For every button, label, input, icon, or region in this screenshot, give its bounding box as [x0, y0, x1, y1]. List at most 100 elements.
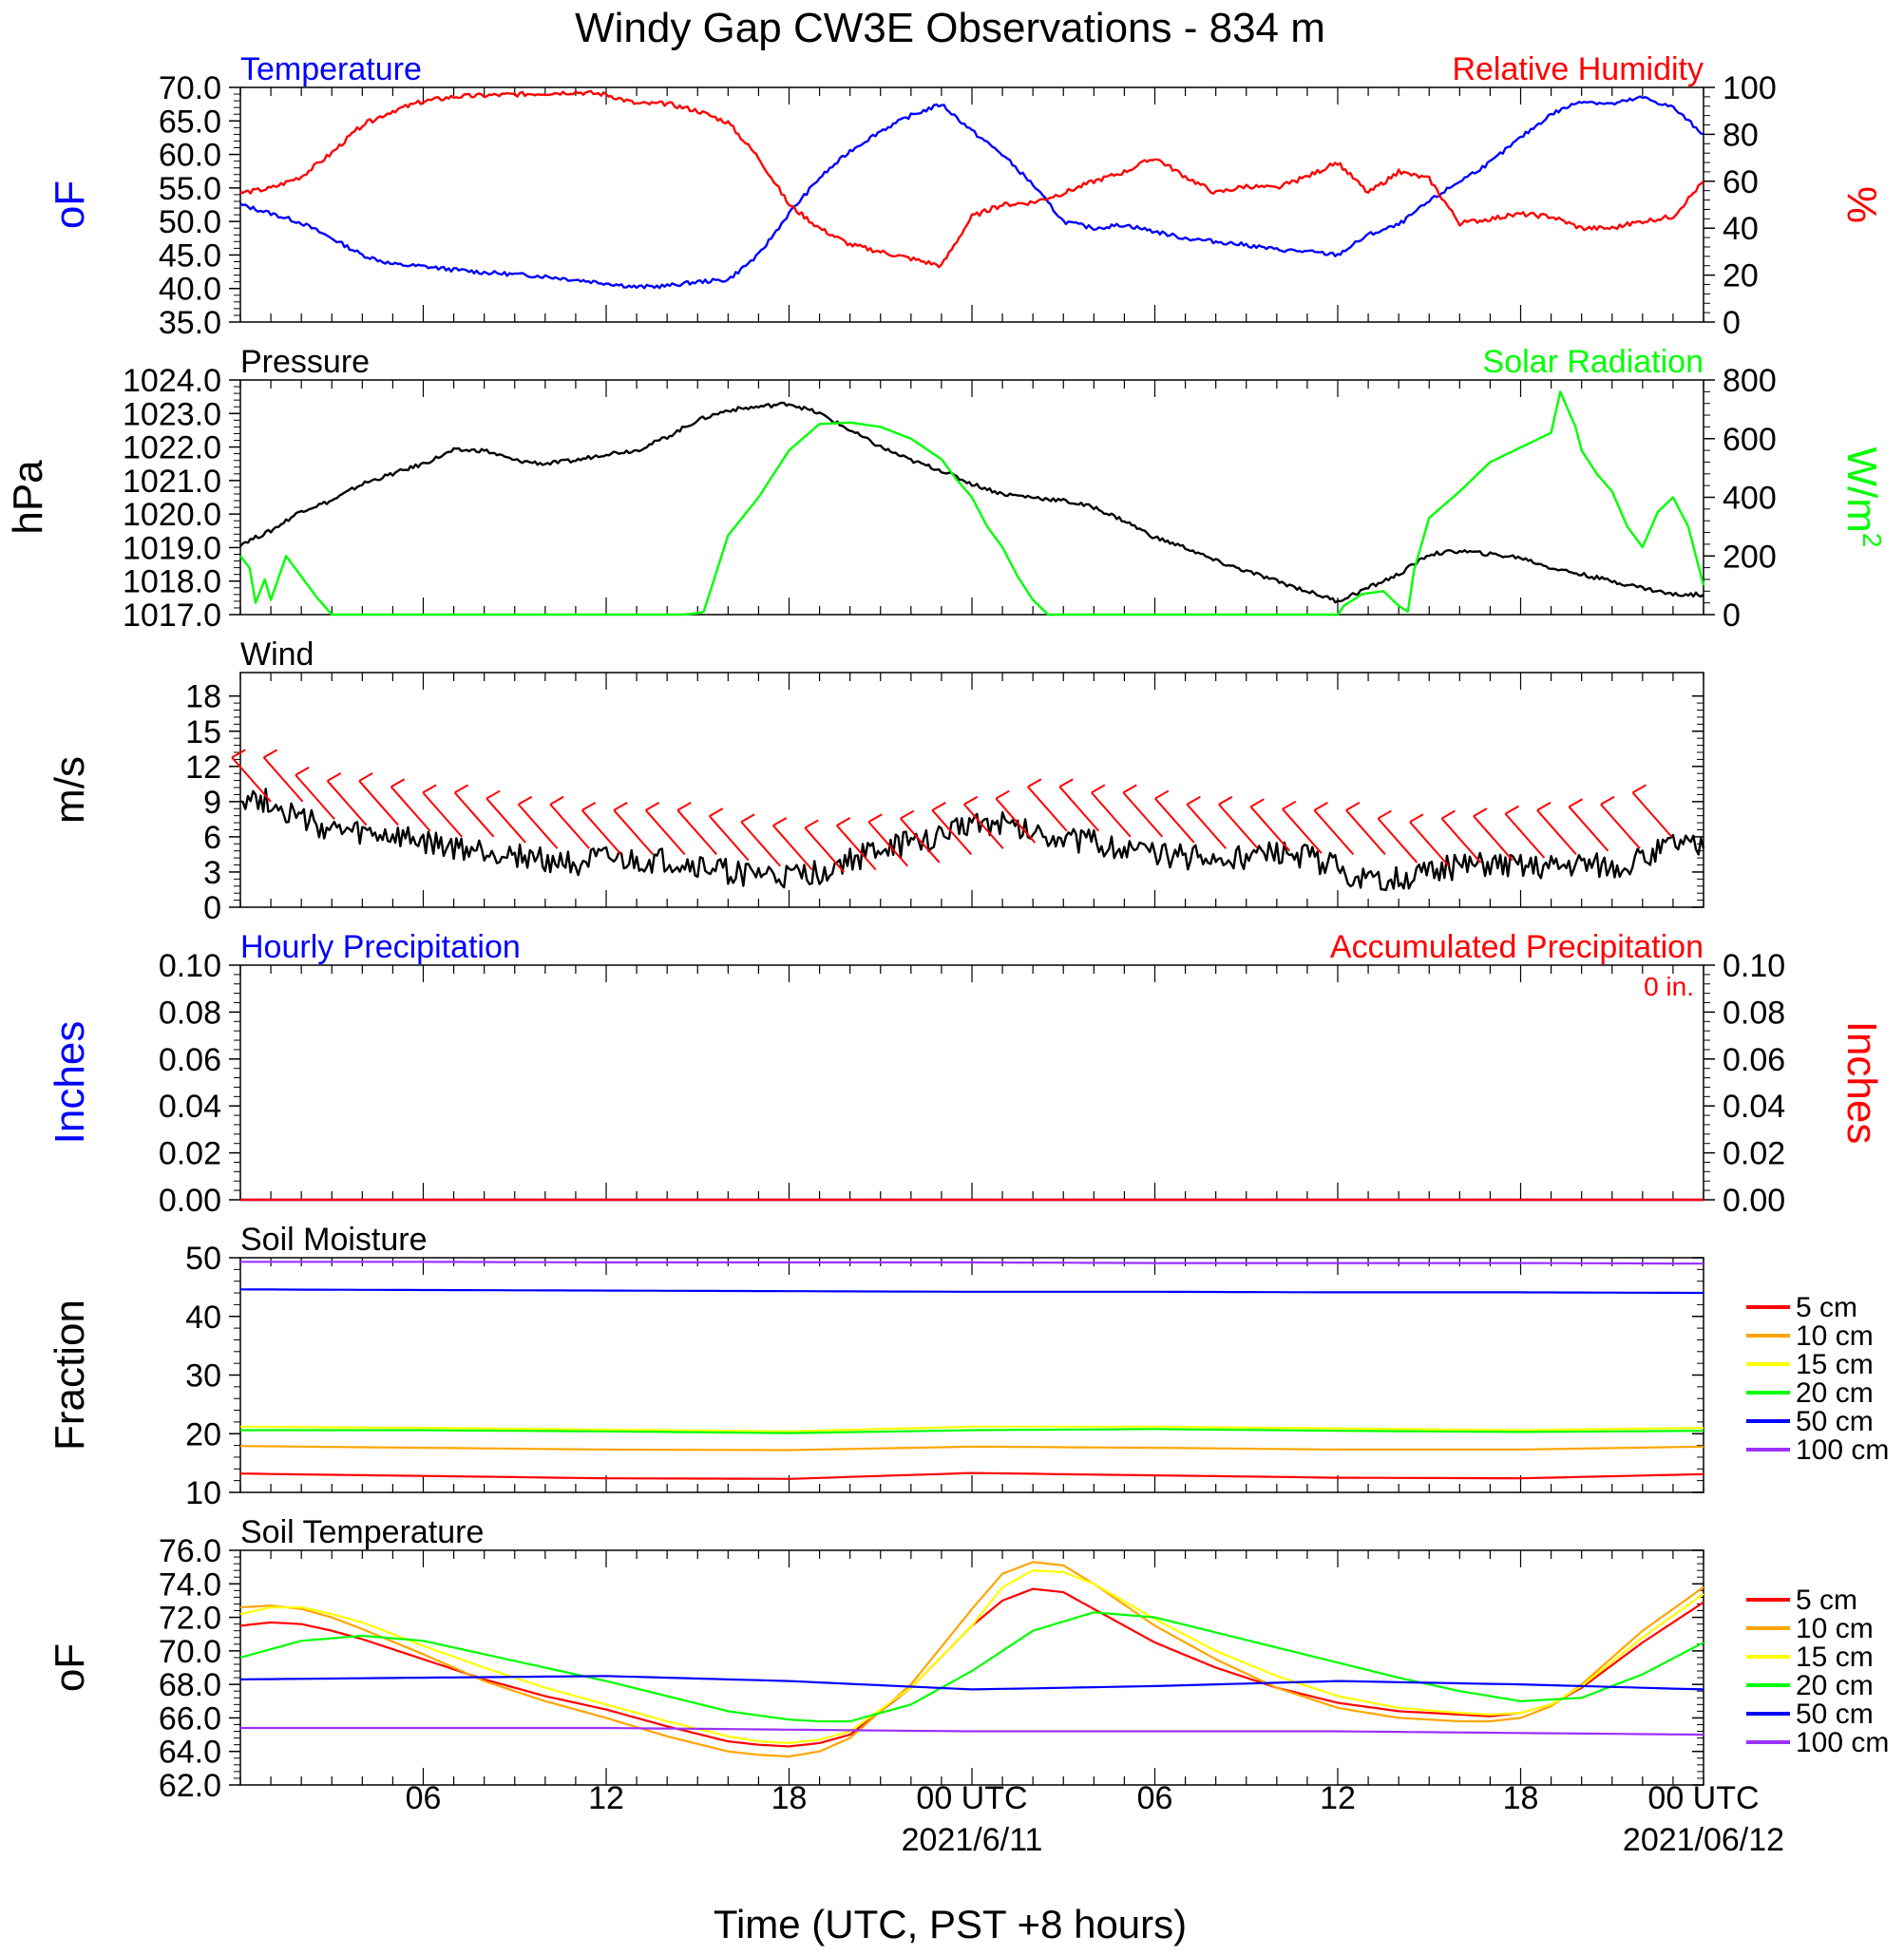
wind-barb-flag — [1058, 778, 1074, 788]
wind-barb — [708, 807, 750, 862]
wind-barb-flag — [1249, 798, 1265, 808]
y-right-tick-label: 0 — [1723, 598, 1741, 634]
wind-barb — [1027, 778, 1068, 832]
wind-barb-flag — [1313, 802, 1328, 811]
y-right-axis-label: % — [1838, 186, 1885, 223]
y-left-tick-label: 1023.0 — [123, 396, 221, 432]
wind-barb-flag — [231, 749, 246, 759]
y-right-tick-label: 40 — [1723, 211, 1759, 247]
5-cm-line — [239, 1471, 1704, 1480]
wind-barb-flag — [422, 784, 437, 794]
y-left-tick-label: 64.0 — [159, 1735, 221, 1771]
y-right-tick-label: 0.02 — [1723, 1136, 1785, 1172]
wind-barb — [1091, 784, 1132, 838]
temperature-line — [239, 95, 1704, 290]
legend-label: 5 cm — [1796, 1292, 1857, 1323]
panel-heading-right: Solar Radiation — [1483, 344, 1704, 380]
pressure-solar-panel: 1017.01018.01019.01020.01021.01022.01023… — [5, 344, 1887, 634]
wind-barb — [1122, 784, 1164, 838]
wind-barb-flag — [1600, 795, 1615, 806]
wind-barb — [1377, 809, 1418, 864]
wind-barb — [1058, 778, 1100, 832]
accumulated-precip-annotation: 0 in. — [1644, 972, 1694, 1001]
wind-barb-flag — [1409, 813, 1424, 824]
wind-barb — [262, 749, 304, 803]
y-left-tick-label: 0 — [203, 890, 221, 926]
wind-barb-shaft — [326, 780, 368, 826]
wind-barb — [1282, 800, 1323, 854]
x-tick-label: 12 — [1320, 1780, 1356, 1816]
wind-barb — [549, 795, 590, 849]
x-tick-label: 00 UTC — [916, 1780, 1027, 1816]
wind-barb-flag — [549, 795, 564, 806]
wind-barb-shaft — [231, 756, 272, 803]
5-cm-line — [239, 1587, 1704, 1748]
wind-barb-flag — [995, 789, 1010, 800]
wind-barb — [517, 795, 559, 849]
legend-label: 100 cm — [1796, 1727, 1889, 1758]
wind-barb-flag — [263, 749, 278, 759]
y-right-tick-label: 0 — [1723, 305, 1741, 341]
wind-barb-shaft — [1186, 804, 1228, 849]
y-right-tick-label: 600 — [1723, 422, 1777, 458]
y-left-tick-label: 20 — [185, 1416, 221, 1452]
wind-barb-shaft — [581, 809, 622, 856]
wind-barb — [1504, 805, 1546, 859]
y-right-tick-label: 60 — [1723, 164, 1759, 200]
y-right-tick-label: 0.06 — [1723, 1042, 1785, 1078]
wind-barb-flag — [1091, 784, 1106, 794]
y-left-tick-label: 68.0 — [159, 1667, 221, 1703]
wind-barb-shaft — [740, 821, 781, 867]
y-left-tick-label: 10 — [185, 1475, 221, 1511]
wind-barb — [422, 784, 463, 838]
y-right-tick-label: 100 — [1723, 70, 1777, 106]
wind-barb — [1313, 802, 1355, 856]
y-right-tick-label: 0.08 — [1723, 995, 1785, 1031]
10-cm-line — [239, 1561, 1704, 1758]
wind-barb-shaft — [1154, 797, 1195, 844]
panel-heading-right: Relative Humidity — [1452, 51, 1704, 87]
y-right-axis-label: Inches — [1838, 1021, 1885, 1145]
wind-barb — [1154, 789, 1195, 844]
wind-barb-flag — [1122, 784, 1137, 794]
y-left-tick-label: 35.0 — [159, 305, 221, 341]
wind-barb-shaft — [931, 809, 973, 856]
y-left-tick-label: 50.0 — [159, 204, 221, 240]
wind-barb — [231, 749, 272, 803]
wind-barb-shaft — [1282, 808, 1323, 854]
wind-barb-flag — [900, 809, 915, 820]
50-cm-line — [239, 1288, 1704, 1295]
solar-radiation-line — [239, 390, 1705, 617]
y-left-tick-label: 55.0 — [159, 171, 221, 207]
wind-barb — [581, 802, 622, 856]
wind-barb-shaft — [644, 809, 686, 856]
y-right-tick-label: 0.04 — [1723, 1089, 1785, 1125]
y-left-tick-label: 70.0 — [159, 1634, 221, 1670]
y-right-tick-label: 400 — [1723, 481, 1777, 517]
y-left-tick-label: 3 — [203, 855, 221, 891]
wind-barb — [295, 766, 335, 821]
legend-label: 50 cm — [1796, 1406, 1874, 1437]
wind-barb — [644, 802, 686, 856]
legend-label: 15 cm — [1796, 1349, 1874, 1380]
wind-barb-flag — [804, 819, 819, 829]
wind-barb-shaft — [1345, 809, 1386, 856]
wind-barb — [453, 784, 495, 838]
legend-label: 100 cm — [1796, 1434, 1889, 1466]
wind-barb-shaft — [613, 809, 654, 856]
y-left-tick-label: 0.02 — [159, 1136, 221, 1172]
x-tick-label: 18 — [1503, 1780, 1539, 1816]
wind-barb-shaft — [1313, 809, 1355, 856]
wind-barb — [1600, 795, 1641, 849]
wind-barb-flag — [1473, 807, 1488, 817]
wind-barb-flag — [1440, 809, 1456, 820]
wind-barb — [963, 795, 1004, 849]
x-axis: 06 12 18 00 UTC 06 12 18 00 UTC 2021/6/11 2021/06… — [406, 1780, 1785, 1858]
y-left-tick-label: 12 — [185, 750, 221, 786]
wind-barb-shaft — [1504, 812, 1546, 859]
y-left-tick-label: 50 — [185, 1241, 221, 1277]
wind-barb — [867, 813, 909, 867]
wind-barb-shaft — [1409, 821, 1450, 867]
